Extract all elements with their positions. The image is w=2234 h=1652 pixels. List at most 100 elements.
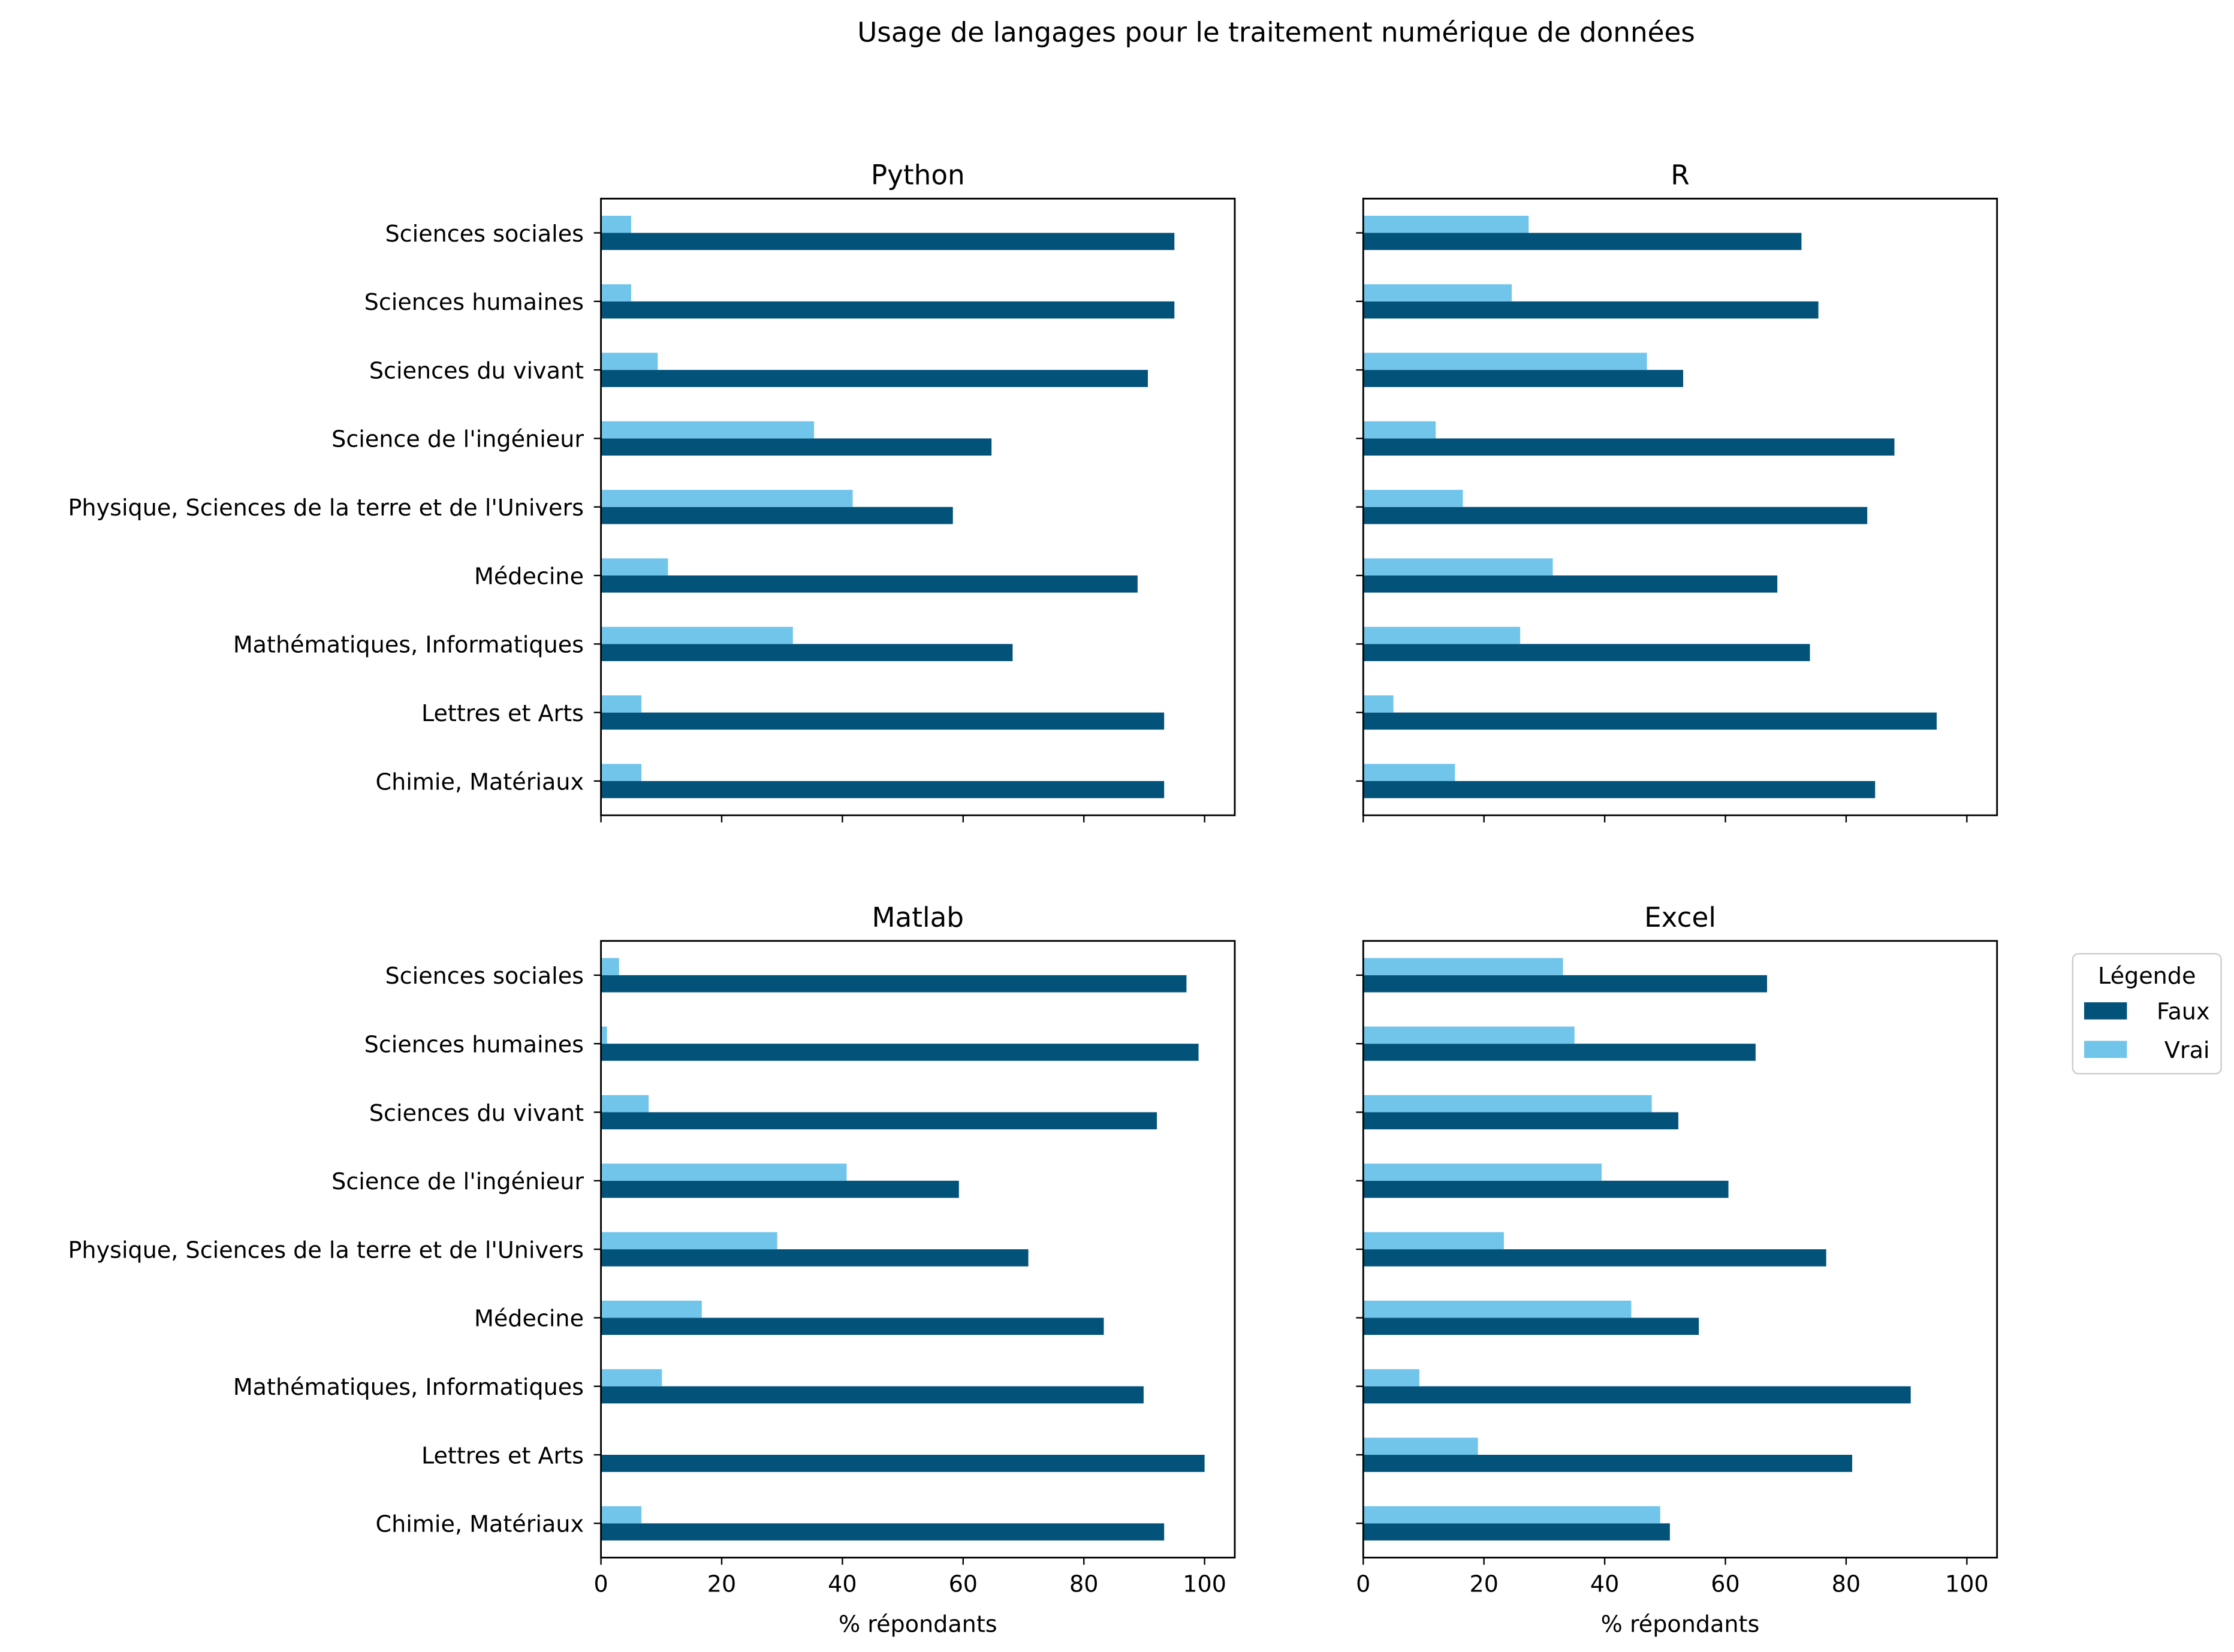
- y-tick-label-science-de-l-ingenieur: Science de l'ingénieur: [331, 426, 584, 453]
- bar-r-faux-sciences-humaines: [1363, 301, 1819, 319]
- bar-python-vrai-lettres-et-arts: [601, 695, 642, 713]
- bar-matlab-faux-medecine: [601, 1318, 1104, 1335]
- bar-matlab-vrai-mathematiques-informatiques: [601, 1369, 662, 1386]
- bar-r-vrai-physique-sciences-de-la-terre-et-de-l-univers: [1363, 490, 1463, 507]
- y-tick-label-medecine: Médecine: [474, 1306, 584, 1332]
- bar-excel-faux-sciences-sociales: [1363, 975, 1768, 993]
- bar-r-faux-mathematiques-informatiques: [1363, 644, 1810, 661]
- legend-swatch-vrai: [2084, 1041, 2127, 1058]
- bar-excel-vrai-lettres-et-arts: [1363, 1437, 1478, 1455]
- bar-python-faux-mathematiques-informatiques: [601, 644, 1013, 661]
- bar-r-faux-science-de-l-ingenieur: [1363, 438, 1895, 456]
- y-tick-label-sciences-du-vivant: Sciences du vivant: [369, 357, 584, 384]
- y-tick-label-physique-sciences-de-la-terre-et-de-l-univers: Physique, Sciences de la terre et de l'U…: [68, 495, 584, 521]
- y-tick-label-chimie-materiaux: Chimie, Matériaux: [375, 768, 584, 795]
- y-tick-label-physique-sciences-de-la-terre-et-de-l-univers: Physique, Sciences de la terre et de l'U…: [68, 1237, 584, 1263]
- y-tick-label-sciences-sociales: Sciences sociales: [385, 221, 584, 247]
- legend-title: Légende: [2098, 963, 2196, 989]
- bar-python-vrai-chimie-materiaux: [601, 764, 642, 781]
- x-tick-label-matlab-80: 80: [1069, 1571, 1098, 1597]
- y-tick-label-lettres-et-arts: Lettres et Arts: [421, 1442, 584, 1469]
- bar-matlab-vrai-physique-sciences-de-la-terre-et-de-l-univers: [601, 1232, 777, 1250]
- y-tick-label-sciences-du-vivant: Sciences du vivant: [369, 1100, 584, 1126]
- bar-r-faux-physique-sciences-de-la-terre-et-de-l-univers: [1363, 507, 1868, 524]
- bar-python-vrai-physique-sciences-de-la-terre-et-de-l-univers: [601, 490, 853, 507]
- bar-matlab-vrai-medecine: [601, 1300, 702, 1318]
- bar-excel-vrai-sciences-humaines: [1363, 1026, 1575, 1044]
- bar-matlab-vrai-sciences-du-vivant: [601, 1095, 649, 1113]
- x-axis-label-excel: % répondants: [1601, 1611, 1760, 1637]
- bar-r-faux-medecine: [1363, 575, 1778, 593]
- bar-python-faux-sciences-du-vivant: [601, 370, 1148, 387]
- x-tick-label-matlab-60: 60: [949, 1571, 978, 1597]
- x-tick-label-excel-20: 20: [1469, 1571, 1498, 1597]
- bar-r-faux-lettres-et-arts: [1363, 712, 1937, 730]
- x-tick-label-matlab-40: 40: [828, 1571, 857, 1597]
- bar-excel-vrai-science-de-l-ingenieur: [1363, 1163, 1602, 1181]
- bar-excel-faux-medecine: [1363, 1318, 1699, 1335]
- x-tick-label-excel-0: 0: [1356, 1571, 1370, 1597]
- bar-python-faux-lettres-et-arts: [601, 712, 1165, 730]
- panel-excel: Excel 0 20 40 60 80 100 % répondants: [1356, 902, 1998, 1637]
- bar-excel-vrai-sciences-du-vivant: [1363, 1095, 1652, 1113]
- bar-python-faux-science-de-l-ingenieur: [601, 438, 992, 456]
- bar-r-faux-chimie-materiaux: [1363, 780, 1876, 798]
- bar-excel-vrai-chimie-materiaux: [1363, 1506, 1660, 1524]
- x-tick-label-excel-80: 80: [1832, 1571, 1861, 1597]
- bar-matlab-faux-sciences-du-vivant: [601, 1112, 1157, 1130]
- y-tick-label-medecine: Médecine: [474, 563, 584, 589]
- bar-python-vrai-sciences-du-vivant: [601, 352, 658, 370]
- y-tick-label-sciences-sociales: Sciences sociales: [385, 963, 584, 989]
- bar-python-faux-medecine: [601, 575, 1138, 593]
- x-tick-label-matlab-100: 100: [1183, 1571, 1226, 1597]
- bar-r-vrai-lettres-et-arts: [1363, 695, 1394, 713]
- bar-r-vrai-mathematiques-informatiques: [1363, 626, 1521, 644]
- bar-excel-vrai-sciences-sociales: [1363, 958, 1563, 975]
- chart-suptitle: Usage de langages pour le traitement num…: [857, 16, 1695, 48]
- bar-matlab-faux-physique-sciences-de-la-terre-et-de-l-univers: [601, 1249, 1029, 1267]
- bar-matlab-vrai-sciences-humaines: [601, 1026, 607, 1044]
- bar-python-faux-physique-sciences-de-la-terre-et-de-l-univers: [601, 507, 953, 524]
- bar-matlab-faux-chimie-materiaux: [601, 1523, 1165, 1541]
- bar-excel-vrai-mathematiques-informatiques: [1363, 1369, 1419, 1386]
- bar-python-vrai-sciences-humaines: [601, 284, 631, 302]
- x-tick-label-matlab-20: 20: [707, 1571, 736, 1597]
- bar-python-faux-sciences-sociales: [601, 233, 1175, 251]
- bar-r-vrai-sciences-du-vivant: [1363, 352, 1647, 370]
- bar-r-faux-sciences-du-vivant: [1363, 370, 1684, 387]
- y-tick-label-mathematiques-informatiques: Mathématiques, Informatiques: [233, 632, 584, 658]
- bar-python-vrai-mathematiques-informatiques: [601, 626, 793, 644]
- panel-python: Python Chimie, Matériaux Lettres et Arts Ma…: [68, 159, 1236, 823]
- y-tick-label-sciences-humaines: Sciences humaines: [364, 289, 584, 315]
- bar-r-vrai-sciences-humaines: [1363, 284, 1512, 302]
- x-tick-label-excel-100: 100: [1945, 1571, 1989, 1597]
- bar-python-vrai-science-de-l-ingenieur: [601, 421, 815, 439]
- bar-excel-faux-sciences-humaines: [1363, 1044, 1756, 1061]
- bar-r-vrai-medecine: [1363, 558, 1553, 576]
- x-axis-label-matlab: % répondants: [839, 1611, 997, 1637]
- panel-title-excel: Excel: [1644, 902, 1716, 933]
- bar-excel-faux-chimie-materiaux: [1363, 1523, 1670, 1541]
- x-tick-label-excel-60: 60: [1711, 1571, 1739, 1597]
- panel-matlab: Matlab Chimie, Matériaux Lettres et Arts Ma…: [68, 902, 1236, 1637]
- bar-matlab-vrai-science-de-l-ingenieur: [601, 1163, 847, 1181]
- legend-label-vrai: Vrai: [2164, 1037, 2210, 1063]
- bar-matlab-faux-sciences-sociales: [601, 975, 1187, 993]
- x-tick-label-matlab-0: 0: [593, 1571, 608, 1597]
- bar-r-faux-sciences-sociales: [1363, 233, 1802, 251]
- bar-r-vrai-chimie-materiaux: [1363, 764, 1455, 781]
- x-tick-label-excel-40: 40: [1590, 1571, 1619, 1597]
- bar-matlab-vrai-chimie-materiaux: [601, 1506, 642, 1524]
- y-tick-label-mathematiques-informatiques: Mathématiques, Informatiques: [233, 1374, 584, 1400]
- panel-title-r: R: [1671, 159, 1689, 191]
- legend-swatch-faux: [2084, 1002, 2127, 1020]
- bar-python-vrai-medecine: [601, 558, 668, 576]
- bar-excel-faux-science-de-l-ingenieur: [1363, 1180, 1729, 1198]
- bar-matlab-faux-sciences-humaines: [601, 1044, 1199, 1061]
- bar-excel-faux-lettres-et-arts: [1363, 1455, 1852, 1472]
- bar-matlab-vrai-sciences-sociales: [601, 958, 619, 975]
- bar-excel-faux-mathematiques-informatiques: [1363, 1386, 1911, 1404]
